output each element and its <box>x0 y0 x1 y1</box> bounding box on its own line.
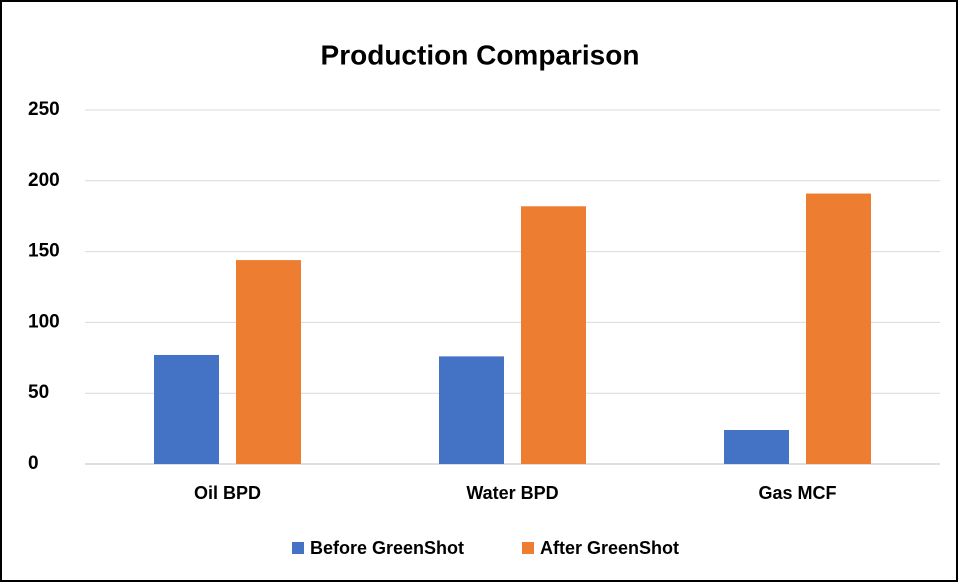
y-tick-label: 250 <box>28 99 60 120</box>
chart-title: Production Comparison <box>321 39 640 70</box>
legend-label: Before GreenShot <box>310 538 464 558</box>
y-tick-label: 0 <box>28 453 39 474</box>
bar <box>236 260 301 464</box>
y-tick-label: 50 <box>28 382 49 403</box>
y-tick-label: 200 <box>28 170 60 191</box>
bar <box>154 354 219 464</box>
x-tick-label: Oil BPD <box>194 483 261 503</box>
bar <box>806 193 871 464</box>
x-tick-label: Water BPD <box>466 483 558 503</box>
bar <box>439 356 504 464</box>
y-tick-label: 100 <box>28 311 60 332</box>
legend-label: After GreenShot <box>540 538 679 558</box>
y-tick-label: 150 <box>28 241 60 262</box>
x-tick-label: Gas MCF <box>758 483 836 503</box>
legend-swatch <box>292 542 304 554</box>
bar <box>724 430 789 464</box>
legend-swatch <box>522 542 534 554</box>
bar <box>521 206 586 464</box>
